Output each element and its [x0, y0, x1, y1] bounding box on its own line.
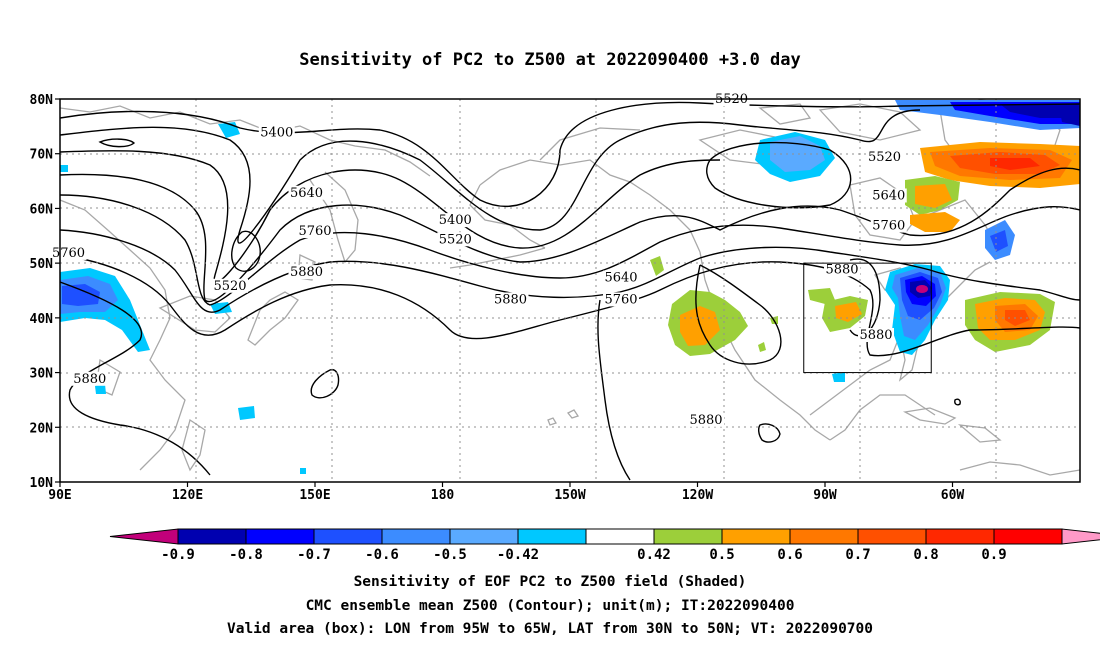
lat-label: 40N [30, 312, 54, 327]
lat-label: 70N [30, 148, 54, 163]
lon-label: 120E [172, 488, 203, 503]
contour-label: 5400 [260, 126, 293, 141]
colorbar-segment [449, 528, 519, 545]
contour-label-bg [824, 262, 860, 277]
latitude-axis: 80N 70N 60N 50N 40N 30N 20N 10N [30, 93, 60, 491]
lat-label: 20N [30, 421, 54, 436]
contour-label: 5880 [689, 413, 722, 428]
contour-label: 5640 [290, 186, 323, 201]
contour-label-bg [866, 150, 903, 165]
caption-shading: Sensitivity of EOF PC2 to Z500 field (Sh… [353, 574, 747, 590]
lat-label: 80N [30, 93, 54, 108]
colorbar-label: 0.7 [845, 547, 870, 563]
colorbar-segment [857, 528, 927, 545]
contour-label: 5520 [213, 279, 246, 294]
colorbar-segment [381, 528, 451, 545]
contour-label-bg [858, 328, 894, 343]
caption-valid-area: Valid area (box): LON from 95W to 65W, L… [226, 621, 873, 637]
contour-label: 5880 [859, 328, 892, 343]
colorbar-left-arrow [109, 528, 179, 545]
colorbar-label: 0.9 [981, 547, 1006, 563]
caption-contour: CMC ensemble mean Z500 (Contour); unit(m… [305, 598, 795, 614]
colorbar-segment [925, 528, 995, 545]
lon-label: 150W [554, 488, 585, 503]
contour-label: 5880 [494, 292, 527, 307]
colorbar-segment [993, 528, 1063, 545]
contour-label: 5520 [868, 150, 901, 165]
contour-label-bg [212, 278, 248, 293]
sensitivity-map: 5520 5400 5520 5640 5640 5400 5760 5760 5520 5760… [30, 92, 1100, 563]
colorbar-label: -0.8 [229, 547, 263, 563]
colorbar-segment [721, 528, 791, 545]
contour-label-bg [288, 185, 325, 200]
colorbar-segment [313, 528, 383, 545]
contour-label-bg [688, 412, 724, 427]
colorbar-label: -0.42 [497, 547, 539, 563]
colorbar-segment [789, 528, 859, 545]
contour-label: 5640 [604, 271, 637, 286]
contour-label: 5880 [73, 372, 106, 387]
lat-label: 10N [30, 476, 54, 491]
contour-label: 5760 [872, 219, 905, 234]
map-title: Sensitivity of PC2 to Z500 at 2022090400… [299, 50, 801, 70]
colorbar-label: -0.7 [297, 547, 331, 563]
colorbar-segment [653, 528, 723, 545]
colorbar-label: -0.5 [433, 547, 467, 563]
colorbar-label: 0.8 [913, 547, 938, 563]
colorbar-segment [585, 528, 655, 545]
contour-label: 5760 [604, 292, 637, 307]
colorbar-label: -0.6 [365, 547, 399, 563]
colorbar-right-arrow [1061, 528, 1100, 545]
colorbar-segment [245, 528, 315, 545]
contour-label: 5400 [439, 213, 472, 228]
colorbar-label: 0.42 [637, 547, 671, 563]
valid-area-box [803, 262, 932, 374]
contour-label-bg [437, 213, 474, 228]
contour-label-bg [492, 292, 529, 307]
z500-contours [60, 101, 1080, 481]
colorbar: -0.9 -0.8 -0.7 -0.6 -0.5 -0.42 0.42 0.5 0.6 0.7 0.… [109, 528, 1100, 563]
contour-label-bg [71, 371, 108, 386]
contour-label-bg [603, 292, 639, 307]
contour-label-bg [603, 270, 639, 285]
lat-label: 30N [30, 367, 54, 382]
lat-label: 60N [30, 202, 54, 217]
longitude-axis: 90E 120E 150E 180 150W 120W 90W 60W [48, 482, 964, 503]
contour-label-bg [870, 188, 907, 203]
contour-label: 5520 [439, 232, 472, 247]
lon-label: 90E [48, 488, 71, 503]
contour-label-bg [437, 232, 474, 247]
contour-label: 5760 [52, 246, 85, 261]
lat-label: 50N [30, 257, 54, 272]
contour-label-bg [870, 218, 907, 233]
contour-label-bg [258, 125, 295, 140]
colorbar-label: 0.5 [709, 547, 734, 563]
graticule [60, 99, 1080, 482]
lon-label: 60W [941, 488, 965, 503]
lon-label: 90W [813, 488, 837, 503]
contour-label: 5880 [825, 262, 858, 277]
colorbar-label: 0.6 [777, 547, 802, 563]
lon-label: 120W [682, 488, 713, 503]
colorbar-segment [517, 528, 587, 545]
contour-label-bg [297, 224, 333, 239]
lon-label: 150E [299, 488, 330, 503]
lon-label: 180 [431, 488, 455, 503]
contour-label: 5760 [298, 224, 331, 239]
colorbar-segment [177, 528, 247, 545]
contour-label: 5880 [290, 265, 323, 280]
contour-label-bg [288, 265, 325, 280]
colorbar-label: -0.9 [161, 547, 195, 563]
contour-label: 5640 [872, 188, 905, 203]
